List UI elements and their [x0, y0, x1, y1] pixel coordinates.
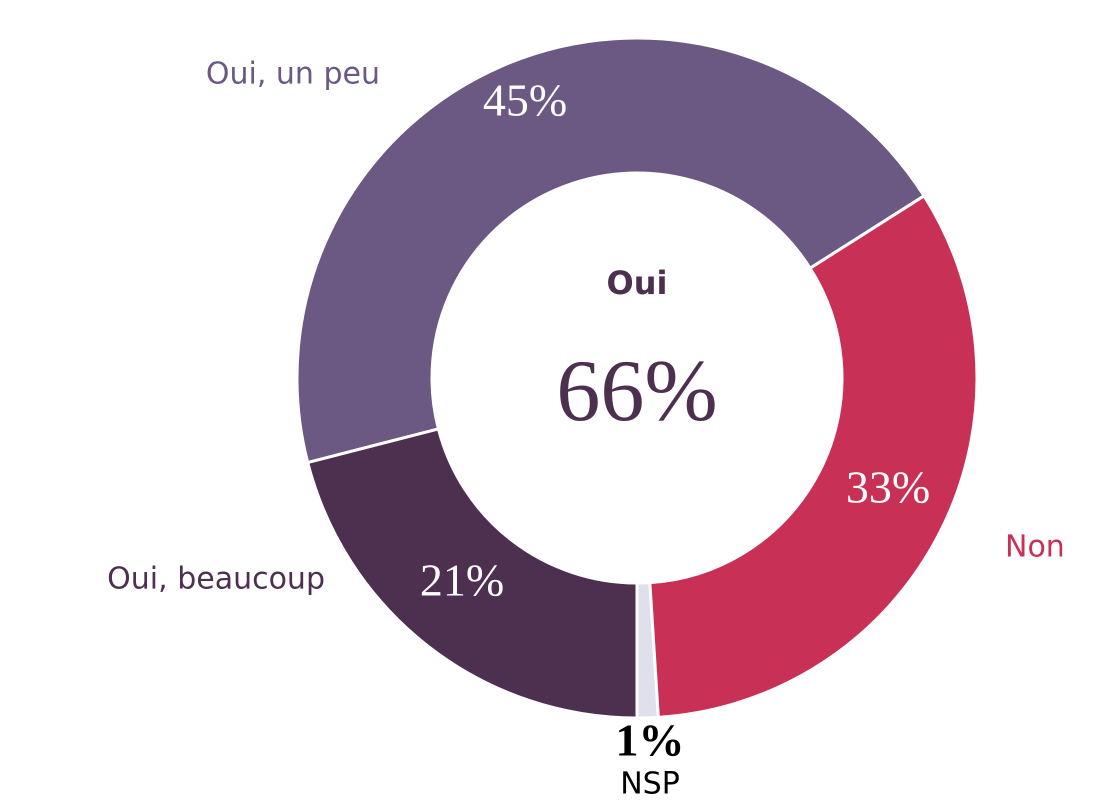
- slice: [648, 193, 979, 719]
- value-label: 1%: [616, 715, 685, 766]
- category-label: NSP: [620, 767, 680, 802]
- value-label: 21%: [420, 555, 504, 606]
- center-value: 66%: [556, 343, 717, 440]
- value-label: 45%: [483, 75, 567, 126]
- category-label: Oui, un peu: [206, 57, 380, 92]
- value-label: 33%: [846, 462, 930, 513]
- slice: [295, 36, 927, 465]
- category-label: Oui, beaucoup: [107, 562, 325, 597]
- center-title: Oui: [607, 264, 668, 302]
- category-label: Non: [1005, 530, 1065, 565]
- slice: [305, 427, 639, 720]
